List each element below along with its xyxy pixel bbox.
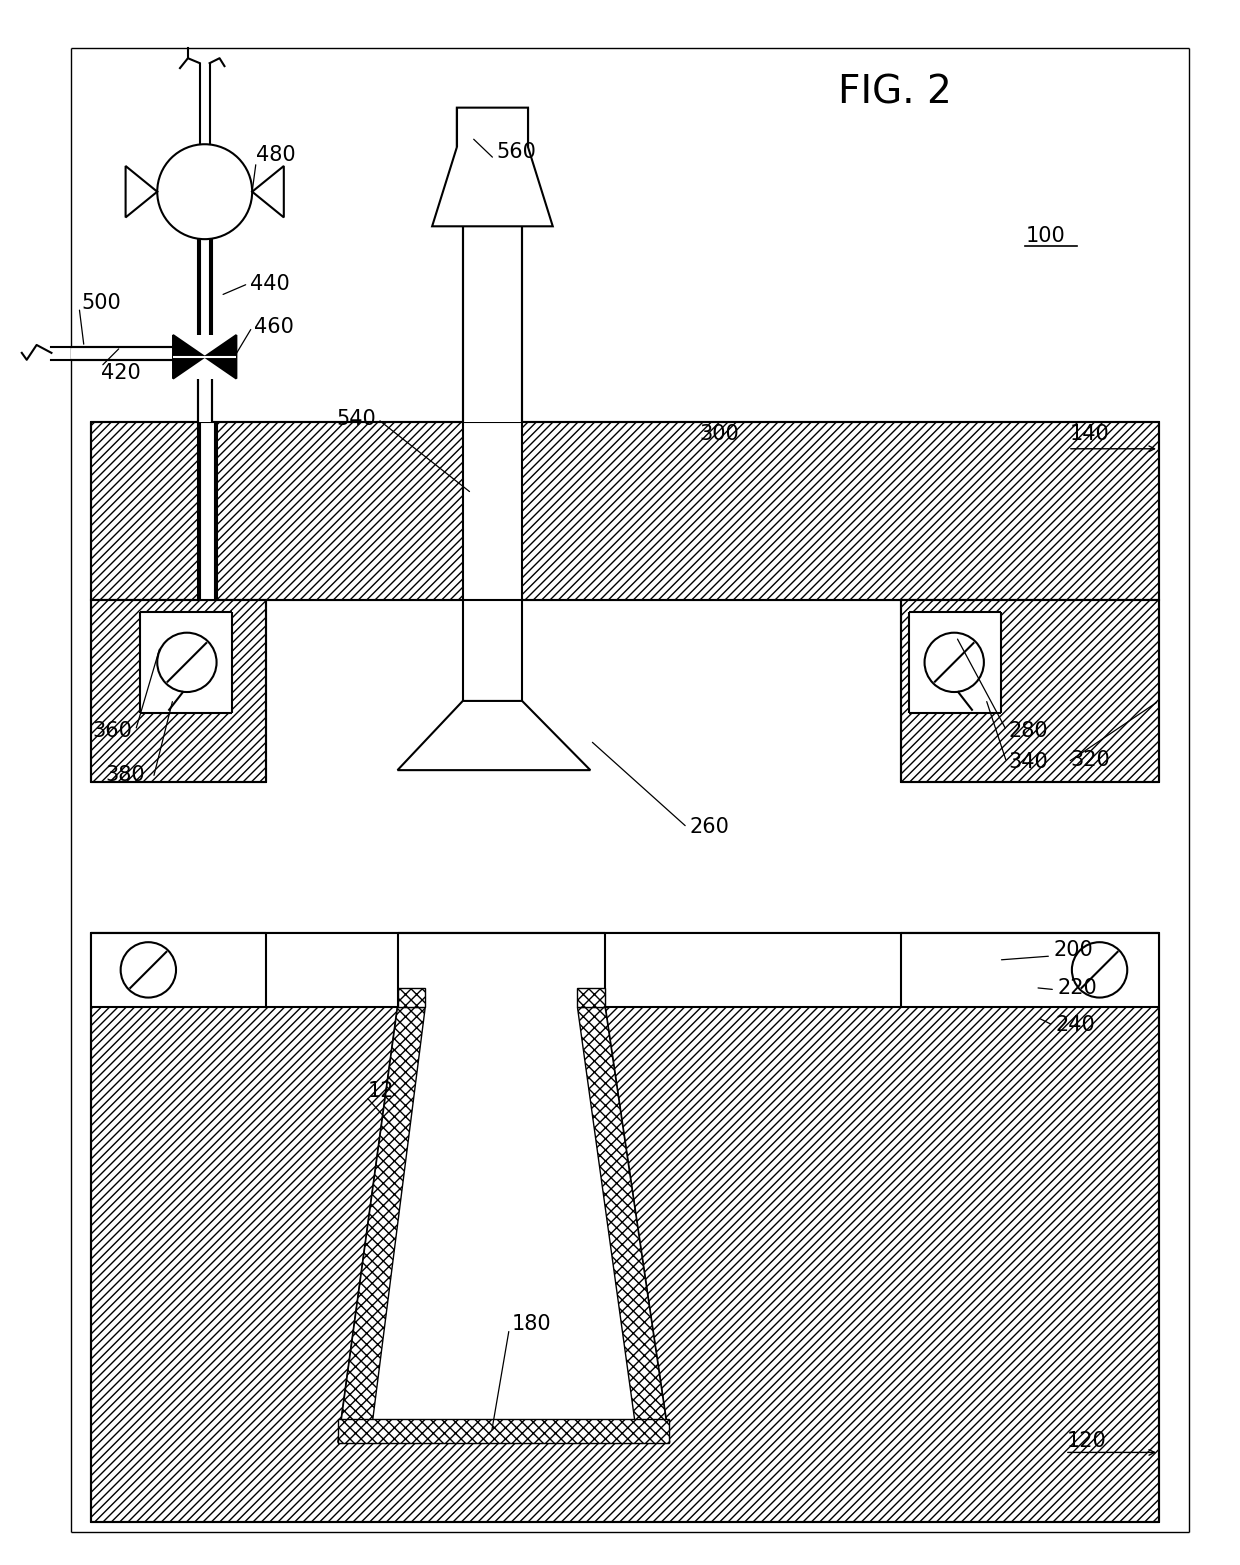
Polygon shape (125, 166, 157, 218)
Text: 420: 420 (100, 363, 140, 383)
Text: 360: 360 (92, 720, 131, 740)
Circle shape (120, 942, 176, 997)
Text: 100: 100 (1025, 227, 1065, 246)
Bar (198, 423, 217, 599)
Polygon shape (398, 701, 590, 770)
Text: 280: 280 (1008, 720, 1048, 740)
Text: 240: 240 (1055, 1016, 1095, 1036)
Bar (71, 347, 174, 360)
Circle shape (157, 144, 252, 239)
Text: 200: 200 (1053, 941, 1092, 959)
Bar (463, 423, 522, 599)
Polygon shape (432, 108, 553, 227)
Bar (91, 933, 1159, 1521)
Polygon shape (398, 988, 425, 1008)
Polygon shape (578, 988, 605, 1008)
Text: 380: 380 (105, 765, 145, 786)
Polygon shape (252, 166, 284, 218)
Polygon shape (578, 1008, 670, 1443)
Text: 140: 140 (1070, 424, 1110, 444)
Text: 440: 440 (250, 274, 290, 294)
Polygon shape (339, 1419, 670, 1443)
Polygon shape (174, 335, 205, 379)
Bar (900, 933, 1159, 1008)
Polygon shape (267, 933, 900, 1443)
Text: 560: 560 (496, 142, 536, 163)
Text: 180: 180 (511, 1315, 551, 1333)
Bar (909, 612, 1001, 712)
Text: 480: 480 (257, 146, 296, 164)
Text: 220: 220 (1056, 978, 1097, 997)
Bar (463, 599, 522, 701)
Circle shape (157, 632, 217, 692)
Bar (463, 227, 522, 423)
Bar (900, 599, 1159, 782)
Text: 340: 340 (1008, 753, 1048, 772)
Text: 540: 540 (336, 408, 376, 429)
Circle shape (1071, 942, 1127, 997)
Text: 460: 460 (254, 318, 294, 336)
Text: 320: 320 (1070, 750, 1110, 770)
Text: 500: 500 (81, 293, 120, 313)
Bar (91, 933, 267, 1008)
Polygon shape (339, 1008, 425, 1443)
Bar (140, 612, 232, 712)
Circle shape (925, 632, 983, 692)
Bar (91, 423, 1159, 599)
Text: 120: 120 (1066, 1430, 1106, 1451)
Text: FIG. 2: FIG. 2 (837, 74, 951, 111)
Polygon shape (205, 335, 237, 379)
Bar (198, 239, 212, 335)
Text: 300: 300 (699, 424, 739, 444)
Bar (91, 599, 267, 782)
Bar (198, 379, 212, 423)
Text: 12: 12 (368, 1081, 394, 1102)
Text: 260: 260 (689, 817, 729, 837)
